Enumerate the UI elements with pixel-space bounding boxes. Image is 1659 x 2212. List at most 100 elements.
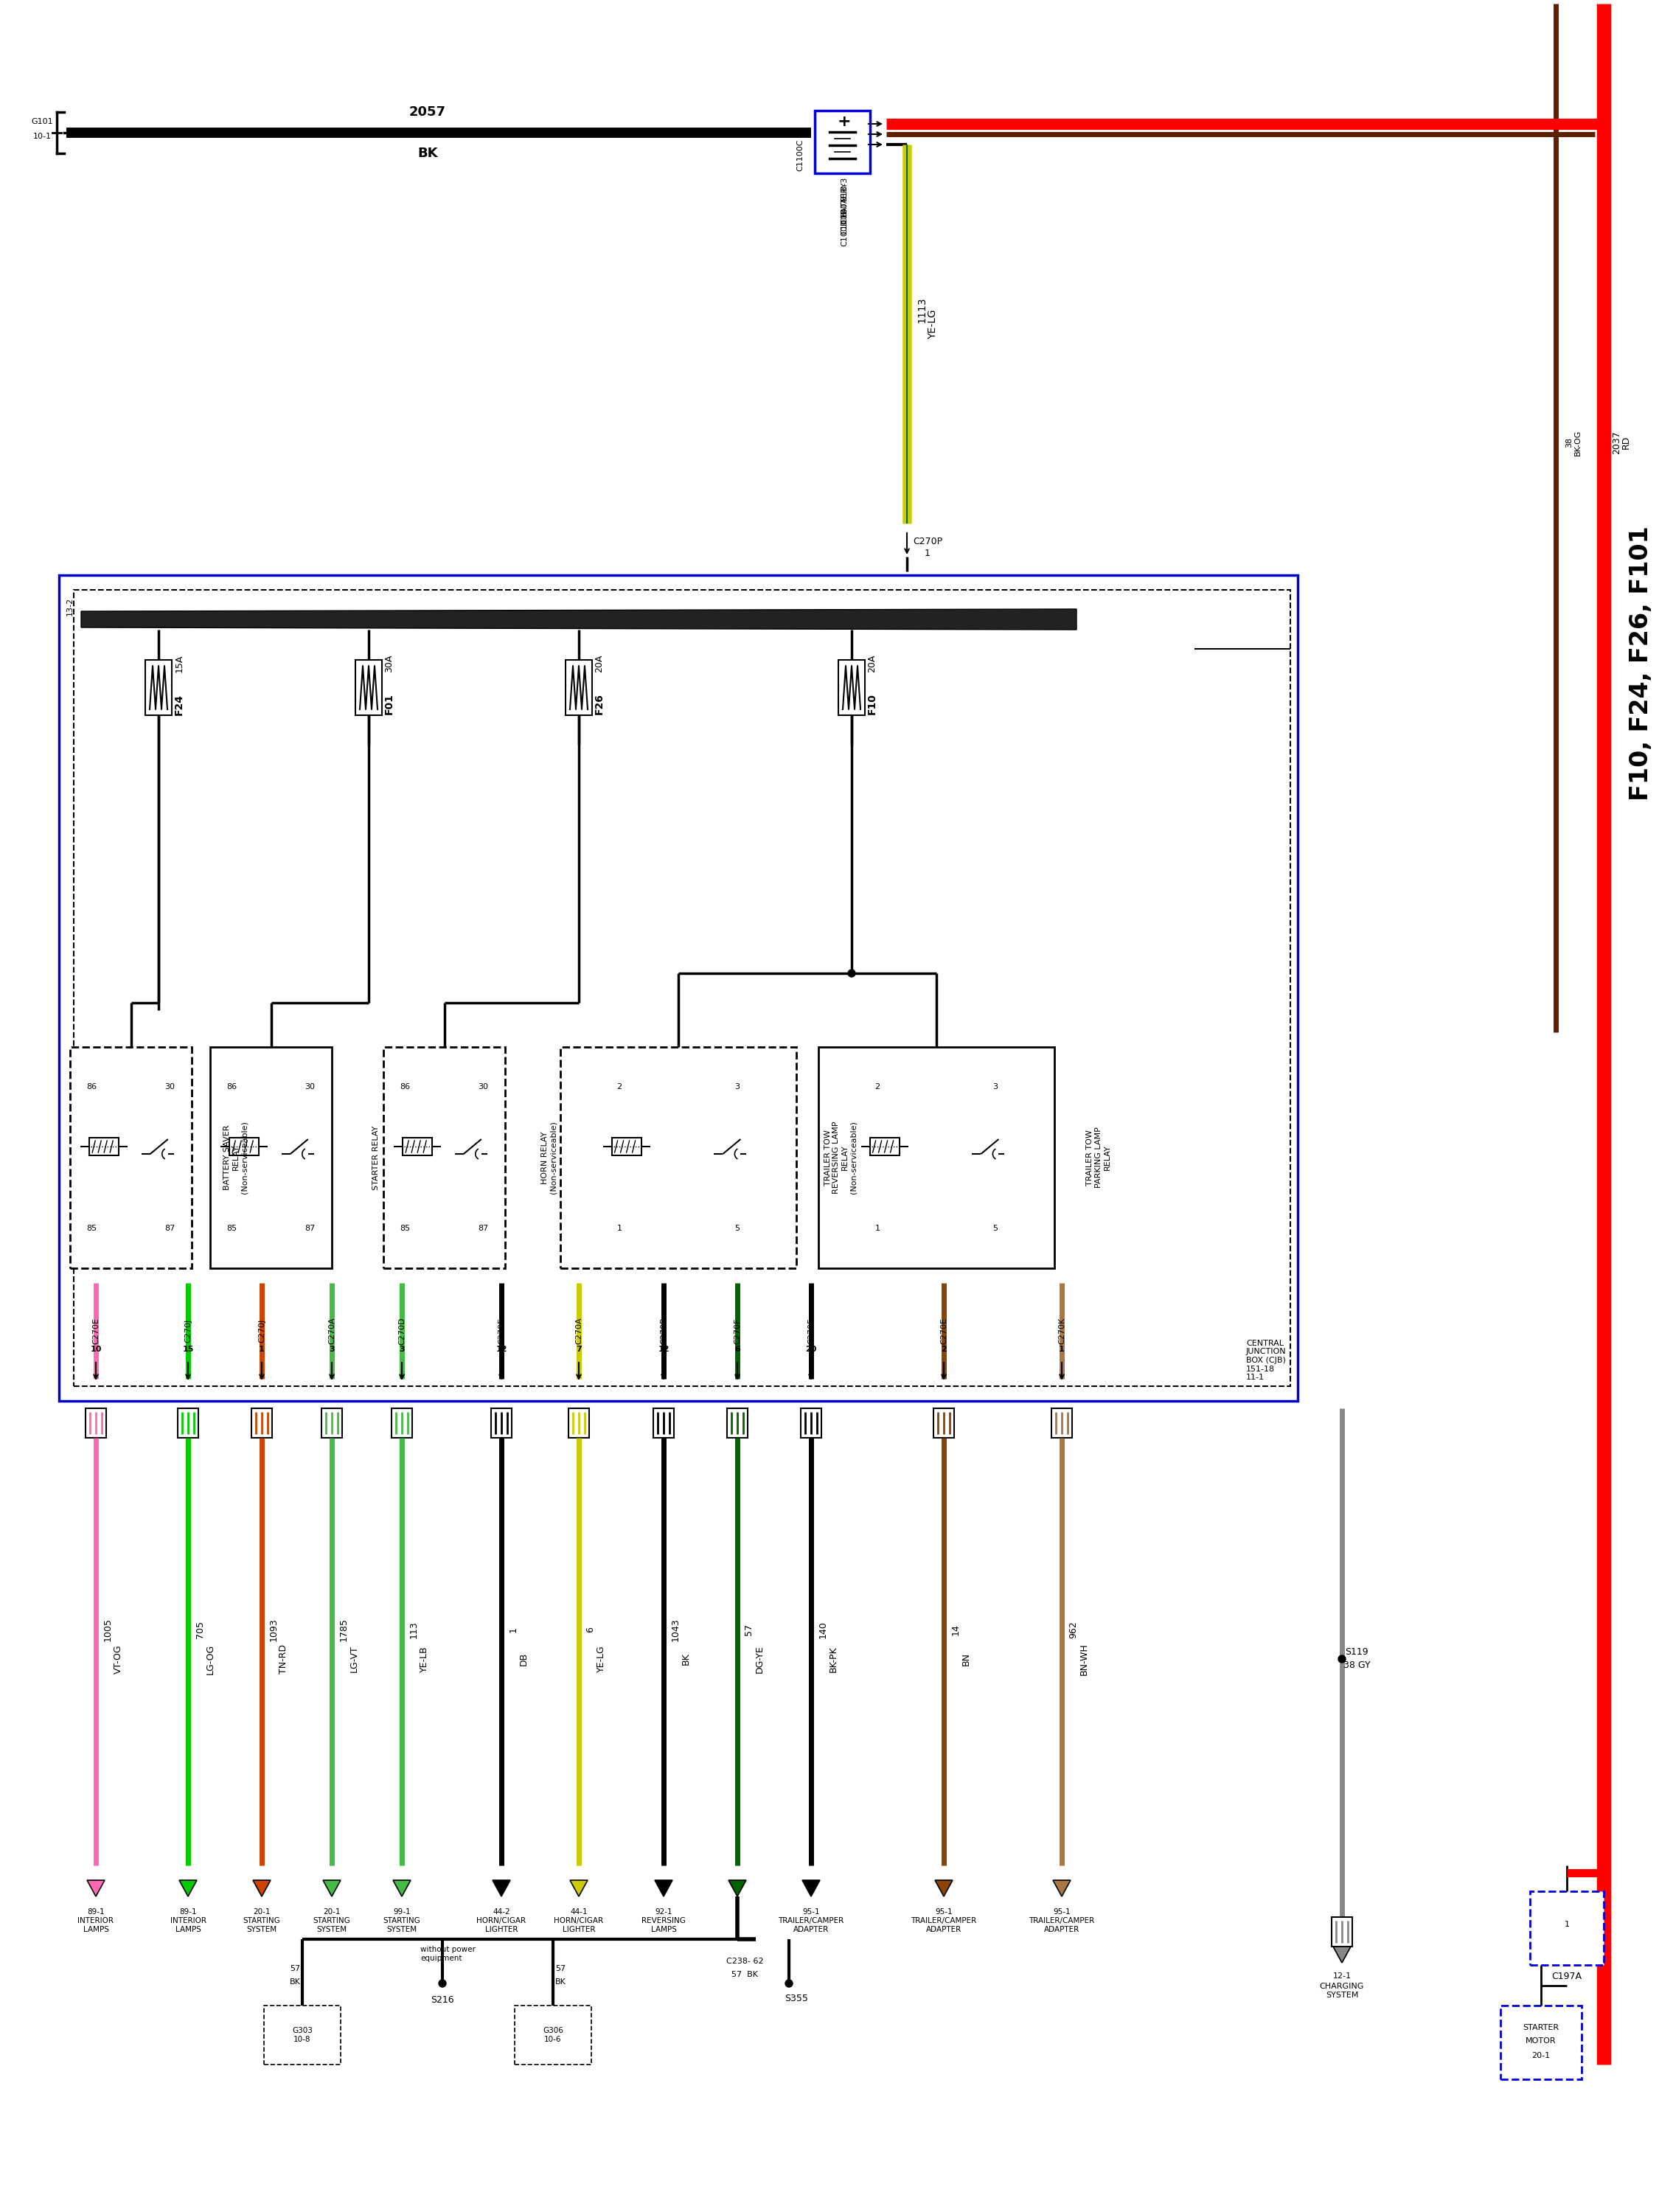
Text: C1100C: C1100C — [796, 139, 803, 170]
Text: C270D: C270D — [398, 1316, 405, 1345]
Text: 962: 962 — [1068, 1621, 1078, 1639]
Text: C100D: C100D — [841, 219, 848, 246]
Text: 1113: 1113 — [916, 296, 927, 323]
Text: 13-2: 13-2 — [66, 597, 73, 615]
Circle shape — [438, 1980, 446, 1986]
Text: 1: 1 — [259, 1345, 265, 1354]
Polygon shape — [81, 608, 1077, 630]
Text: BK: BK — [418, 146, 438, 159]
Text: G306
10-6: G306 10-6 — [542, 2026, 564, 2044]
Bar — [252, 1409, 272, 1438]
Bar — [178, 1409, 199, 1438]
Circle shape — [785, 1980, 793, 1986]
Text: 1: 1 — [1058, 1345, 1065, 1354]
Text: F01: F01 — [385, 695, 395, 714]
Text: 2057: 2057 — [410, 106, 446, 119]
Text: 705: 705 — [196, 1621, 204, 1639]
Text: 1: 1 — [874, 1225, 879, 1232]
Text: 30: 30 — [478, 1084, 488, 1091]
Text: C270E: C270E — [498, 1318, 504, 1345]
Bar — [1530, 1891, 1604, 1964]
Bar — [322, 1409, 342, 1438]
Text: C270E: C270E — [93, 1318, 100, 1345]
Text: 87: 87 — [478, 1225, 488, 1232]
Bar — [654, 1409, 674, 1438]
Text: 1785: 1785 — [338, 1617, 348, 1641]
Bar — [838, 659, 864, 714]
Polygon shape — [1053, 1880, 1070, 1896]
Bar — [355, 659, 382, 714]
Bar — [818, 1046, 1055, 1267]
Text: 12: 12 — [496, 1345, 508, 1354]
Text: RD: RD — [1621, 436, 1631, 449]
Text: BK: BK — [680, 1652, 690, 1666]
Text: S355: S355 — [785, 1993, 808, 2004]
Text: 20-1: 20-1 — [1531, 2053, 1550, 2059]
Text: MOTOR: MOTOR — [1526, 2037, 1556, 2044]
Text: 86: 86 — [227, 1084, 237, 1091]
Text: YE-LG: YE-LG — [927, 310, 937, 338]
Text: 92-1
REVERSING
LAMPS: 92-1 REVERSING LAMPS — [642, 1909, 685, 1933]
Text: without power
equipment: without power equipment — [420, 1947, 476, 1962]
Text: 20A: 20A — [868, 655, 878, 672]
Text: 20-1
STARTING
SYSTEM: 20-1 STARTING SYSTEM — [314, 1909, 350, 1933]
Text: 57  BK: 57 BK — [732, 1971, 758, 1978]
Polygon shape — [803, 1880, 820, 1896]
Text: 1: 1 — [1564, 1920, 1569, 1929]
Bar — [73, 591, 1291, 1387]
Text: G101: G101 — [32, 117, 53, 126]
Bar — [514, 2006, 591, 2064]
Text: F24: F24 — [174, 695, 184, 714]
Text: 12-1: 12-1 — [1332, 1973, 1350, 1980]
Polygon shape — [655, 1880, 672, 1896]
Text: 3: 3 — [400, 1345, 405, 1354]
Text: S216: S216 — [431, 1995, 455, 2004]
Bar — [561, 1046, 796, 1267]
Text: DB: DB — [519, 1652, 528, 1666]
Text: 1093: 1093 — [269, 1617, 279, 1641]
Text: F10, F24, F26, F101: F10, F24, F26, F101 — [1629, 526, 1652, 801]
Text: 20-1
STARTING
SYSTEM: 20-1 STARTING SYSTEM — [244, 1909, 280, 1933]
Bar — [612, 1137, 640, 1155]
Bar — [90, 1137, 119, 1155]
Text: 10-1: 10-1 — [33, 133, 51, 139]
Text: 86: 86 — [86, 1084, 98, 1091]
Text: 6: 6 — [586, 1626, 596, 1632]
Text: 95-1
TRAILER/CAMPER
ADAPTER: 95-1 TRAILER/CAMPER ADAPTER — [911, 1909, 977, 1933]
Text: 20: 20 — [805, 1345, 816, 1354]
Circle shape — [848, 969, 856, 978]
Bar — [383, 1046, 504, 1267]
Text: C270A: C270A — [576, 1318, 582, 1345]
Text: G303
10-8: G303 10-8 — [292, 2026, 312, 2044]
Text: +: + — [838, 115, 851, 128]
Text: F10: F10 — [868, 695, 878, 714]
Text: C197A: C197A — [1551, 1971, 1583, 1982]
Text: CENTRAL
JUNCTION
BOX (CJB)
151-18
11-1: CENTRAL JUNCTION BOX (CJB) 151-18 11-1 — [1246, 1340, 1286, 1380]
Text: BN-WH: BN-WH — [1078, 1644, 1088, 1674]
Bar — [392, 1409, 411, 1438]
Text: 15A: 15A — [174, 655, 184, 672]
Text: 89-1
INTERIOR
LAMPS: 89-1 INTERIOR LAMPS — [169, 1909, 206, 1933]
Text: 57: 57 — [290, 1964, 300, 1973]
Polygon shape — [1334, 1947, 1350, 1962]
Text: HORN RELAY
(Non-serviceable): HORN RELAY (Non-serviceable) — [541, 1121, 557, 1194]
Polygon shape — [571, 1880, 587, 1896]
Text: S119: S119 — [1345, 1646, 1369, 1657]
Text: 12: 12 — [659, 1345, 669, 1354]
Polygon shape — [393, 1880, 411, 1896]
Text: CHARGING
SYSTEM: CHARGING SYSTEM — [1319, 1982, 1364, 2000]
Text: STARTER RELAY: STARTER RELAY — [372, 1126, 380, 1190]
Text: 86: 86 — [400, 1084, 410, 1091]
Text: 44-2
HORN/CIGAR
LIGHTER: 44-2 HORN/CIGAR LIGHTER — [476, 1909, 526, 1933]
Polygon shape — [86, 1880, 105, 1896]
Bar — [815, 111, 869, 173]
Text: BATTERY: BATTERY — [841, 181, 848, 217]
Bar — [403, 1137, 433, 1155]
Text: 113: 113 — [408, 1621, 418, 1639]
Bar — [801, 1409, 821, 1438]
Text: 87: 87 — [305, 1225, 315, 1232]
Bar — [569, 1409, 589, 1438]
Text: C270J: C270J — [184, 1318, 192, 1343]
Text: F26: F26 — [594, 695, 604, 714]
Text: 85: 85 — [227, 1225, 237, 1232]
